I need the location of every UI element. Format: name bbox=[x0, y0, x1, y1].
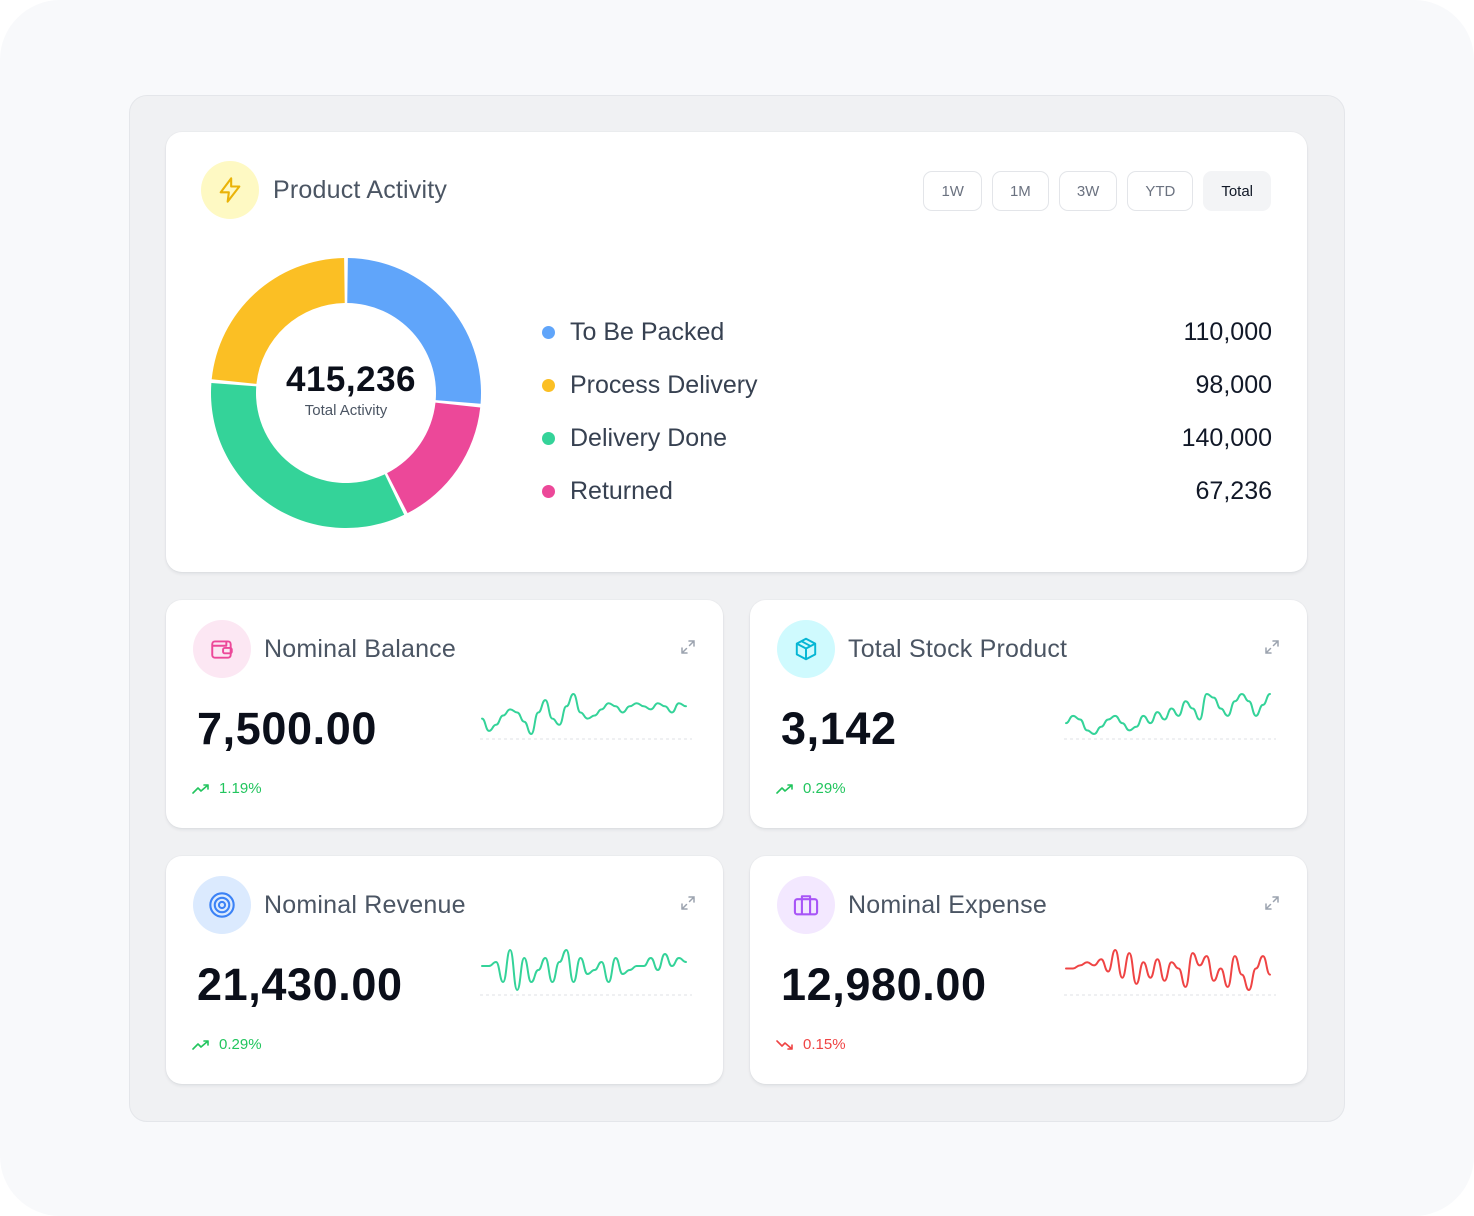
sparkline-line bbox=[481, 693, 687, 735]
legend-value: 98,000 bbox=[1195, 371, 1272, 399]
total-activity-value: 415,236 bbox=[285, 359, 417, 399]
donut-segment-to-be-packed bbox=[347, 258, 482, 404]
product-activity-title: Product Activity bbox=[273, 176, 448, 204]
nominal-expense-card: Nominal Expense 12,980.00 0.15% bbox=[750, 856, 1307, 1084]
expand-icon[interactable] bbox=[1263, 894, 1281, 912]
stat-change-value: 0.29% bbox=[803, 780, 846, 797]
stat-title: Nominal Revenue bbox=[264, 891, 466, 919]
legend-value: 110,000 bbox=[1183, 318, 1272, 346]
stat-value: 7,500.00 bbox=[197, 703, 377, 754]
tab-1w[interactable]: 1W bbox=[923, 171, 982, 211]
legend-item-to-be-packed: To Be Packed 110,000 bbox=[542, 306, 1272, 359]
legend-label: Process Delivery bbox=[570, 371, 758, 399]
donut-svg bbox=[211, 258, 482, 528]
legend-item-process-delivery: Process Delivery 98,000 bbox=[542, 359, 1272, 412]
trend-up-icon bbox=[192, 1039, 209, 1050]
expand-icon[interactable] bbox=[679, 638, 697, 656]
total-activity-caption: Total Activity bbox=[304, 401, 388, 419]
legend-dot bbox=[542, 379, 555, 392]
legend-value: 67,236 bbox=[1195, 477, 1272, 505]
stat-title: Nominal Expense bbox=[848, 891, 1047, 919]
nominal-balance-card: Nominal Balance 7,500.00 1.19% bbox=[166, 600, 723, 828]
donut-center: 415,236 Total Activity bbox=[210, 257, 482, 529]
total-stock-product-card: Total Stock Product 3,142 0.29% bbox=[750, 600, 1307, 828]
sparkline-line bbox=[1065, 949, 1271, 991]
range-tabs: 1W 1M 3W YTD Total bbox=[923, 171, 1271, 211]
tab-1m[interactable]: 1M bbox=[991, 171, 1049, 211]
target-icon bbox=[193, 876, 251, 934]
legend-label: Delivery Done bbox=[570, 424, 728, 452]
legend-item-delivery-done: Delivery Done 140,000 bbox=[542, 412, 1272, 465]
sparkline-chart bbox=[480, 693, 692, 740]
trend-up-icon bbox=[776, 783, 793, 794]
stat-title: Total Stock Product bbox=[848, 635, 1068, 663]
expand-icon[interactable] bbox=[679, 894, 697, 912]
sparkline-chart bbox=[1064, 693, 1276, 740]
stat-value: 21,430.00 bbox=[197, 959, 403, 1010]
product-activity-card: Product Activity 1W 1M 3W YTD Total 415,… bbox=[166, 132, 1307, 572]
donut-segment-process-delivery bbox=[211, 258, 345, 384]
stat-change-value: 0.29% bbox=[219, 1036, 262, 1053]
tab-3w[interactable]: 3W bbox=[1058, 171, 1118, 211]
legend-dot bbox=[542, 432, 555, 445]
legend-item-returned: Returned 67,236 bbox=[542, 465, 1272, 518]
wallet-icon bbox=[193, 620, 251, 678]
stat-change: 0.15% bbox=[776, 1036, 846, 1053]
activity-legend: To Be Packed 110,000 Process Delivery 98… bbox=[542, 306, 1272, 518]
trend-down-icon bbox=[776, 1039, 793, 1050]
sparkline-chart bbox=[1064, 949, 1276, 996]
stat-change: 0.29% bbox=[192, 1036, 262, 1053]
stat-change: 0.29% bbox=[776, 780, 846, 797]
activity-donut-chart: 415,236 Total Activity bbox=[210, 257, 482, 529]
sparkline-chart bbox=[480, 949, 692, 996]
stat-value: 12,980.00 bbox=[781, 959, 987, 1010]
trend-up-icon bbox=[192, 783, 209, 794]
expand-icon[interactable] bbox=[1263, 638, 1281, 656]
stat-change: 1.19% bbox=[192, 780, 262, 797]
stat-value: 3,142 bbox=[781, 703, 897, 754]
legend-label: To Be Packed bbox=[570, 318, 725, 346]
legend-label: Returned bbox=[570, 477, 673, 505]
briefcase-icon bbox=[777, 876, 835, 934]
box-icon bbox=[777, 620, 835, 678]
tab-total[interactable]: Total bbox=[1203, 171, 1271, 211]
legend-dot bbox=[542, 485, 555, 498]
sparkline-line bbox=[1065, 693, 1271, 735]
stat-change-value: 0.15% bbox=[803, 1036, 846, 1053]
tab-ytd[interactable]: YTD bbox=[1127, 171, 1194, 211]
stat-change-value: 1.19% bbox=[219, 780, 262, 797]
stat-title: Nominal Balance bbox=[264, 635, 456, 663]
nominal-revenue-card: Nominal Revenue 21,430.00 0.29% bbox=[166, 856, 723, 1084]
donut-segment-returned bbox=[387, 402, 481, 514]
sparkline-line bbox=[481, 949, 687, 991]
legend-value: 140,000 bbox=[1181, 424, 1272, 452]
legend-dot bbox=[542, 326, 555, 339]
donut-segment-delivery-done bbox=[211, 383, 405, 528]
lightning-icon bbox=[201, 161, 259, 219]
